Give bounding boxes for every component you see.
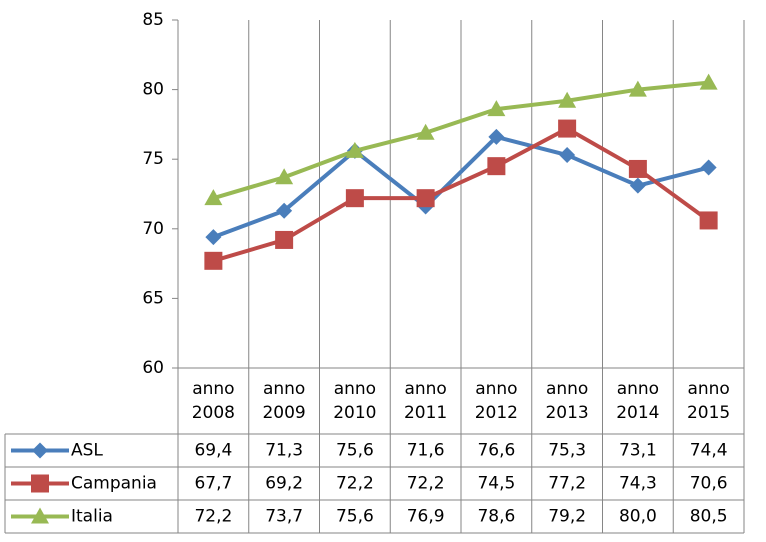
table-value: 74,5 bbox=[477, 474, 515, 494]
point bbox=[204, 251, 223, 270]
y-tick-label: 70 bbox=[142, 219, 164, 239]
point bbox=[205, 229, 222, 246]
point bbox=[204, 189, 223, 206]
table-value: 69,2 bbox=[265, 474, 303, 494]
table-value: 80,0 bbox=[619, 507, 657, 527]
point bbox=[558, 119, 577, 138]
table-value: 72,2 bbox=[194, 507, 232, 527]
table-value: 72,2 bbox=[336, 474, 374, 494]
point bbox=[345, 189, 364, 208]
legend-label: ASL bbox=[71, 441, 103, 461]
table-value: 76,6 bbox=[477, 441, 515, 461]
x-tick-label: anno 2013 bbox=[545, 379, 589, 423]
point bbox=[345, 141, 364, 158]
table-value: 70,6 bbox=[690, 474, 728, 494]
table-value: 71,6 bbox=[407, 441, 445, 461]
point bbox=[699, 73, 718, 90]
table-value: 74,3 bbox=[619, 474, 657, 494]
point bbox=[275, 230, 294, 249]
point bbox=[699, 211, 718, 230]
table-value: 80,5 bbox=[690, 507, 728, 527]
table-value: 74,4 bbox=[690, 441, 728, 461]
legend-marker bbox=[31, 507, 49, 524]
table-value: 77,2 bbox=[548, 474, 586, 494]
x-tick-label: anno 2010 bbox=[333, 379, 377, 423]
point bbox=[275, 168, 294, 185]
table-value: 78,6 bbox=[477, 507, 515, 527]
table-value: 75,3 bbox=[548, 441, 586, 461]
point bbox=[558, 91, 577, 108]
point bbox=[416, 123, 435, 140]
x-tick-label: anno 2009 bbox=[262, 379, 306, 423]
y-tick-label: 65 bbox=[142, 288, 164, 308]
series-line bbox=[212, 80, 709, 201]
y-tick-label: 60 bbox=[142, 358, 164, 378]
x-tick-label: anno 2008 bbox=[191, 379, 235, 423]
table-value: 72,2 bbox=[407, 474, 445, 494]
table-value: 79,2 bbox=[548, 507, 586, 527]
series-line bbox=[212, 134, 710, 240]
table-value: 73,1 bbox=[619, 441, 657, 461]
y-tick-label: 75 bbox=[142, 149, 164, 169]
table-value: 69,4 bbox=[194, 441, 232, 461]
table-value: 75,6 bbox=[336, 441, 374, 461]
legend-label: Italia bbox=[71, 507, 113, 527]
point bbox=[488, 128, 505, 145]
x-tick-label: anno 2015 bbox=[686, 379, 731, 423]
legend-label: Campania bbox=[71, 474, 157, 494]
series-line bbox=[212, 126, 710, 263]
y-tick-label: 80 bbox=[142, 80, 164, 100]
point bbox=[700, 159, 717, 176]
table-value: 76,9 bbox=[407, 507, 445, 527]
point bbox=[416, 189, 435, 208]
x-tick-label: anno 2011 bbox=[403, 379, 448, 423]
table-value: 75,6 bbox=[336, 507, 374, 527]
table-value: 71,3 bbox=[265, 441, 303, 461]
point bbox=[487, 157, 506, 176]
x-tick-label: anno 2012 bbox=[474, 379, 518, 423]
point bbox=[628, 159, 647, 178]
y-tick-label: 85 bbox=[142, 10, 164, 30]
point bbox=[629, 177, 646, 194]
x-tick-label: anno 2014 bbox=[616, 379, 660, 423]
table-value: 73,7 bbox=[265, 507, 303, 527]
legend-marker bbox=[32, 442, 48, 459]
point bbox=[559, 147, 576, 164]
legend-marker bbox=[31, 474, 49, 493]
table-value: 67,7 bbox=[194, 474, 232, 494]
point bbox=[628, 80, 647, 97]
point bbox=[276, 202, 293, 219]
point bbox=[487, 100, 506, 117]
